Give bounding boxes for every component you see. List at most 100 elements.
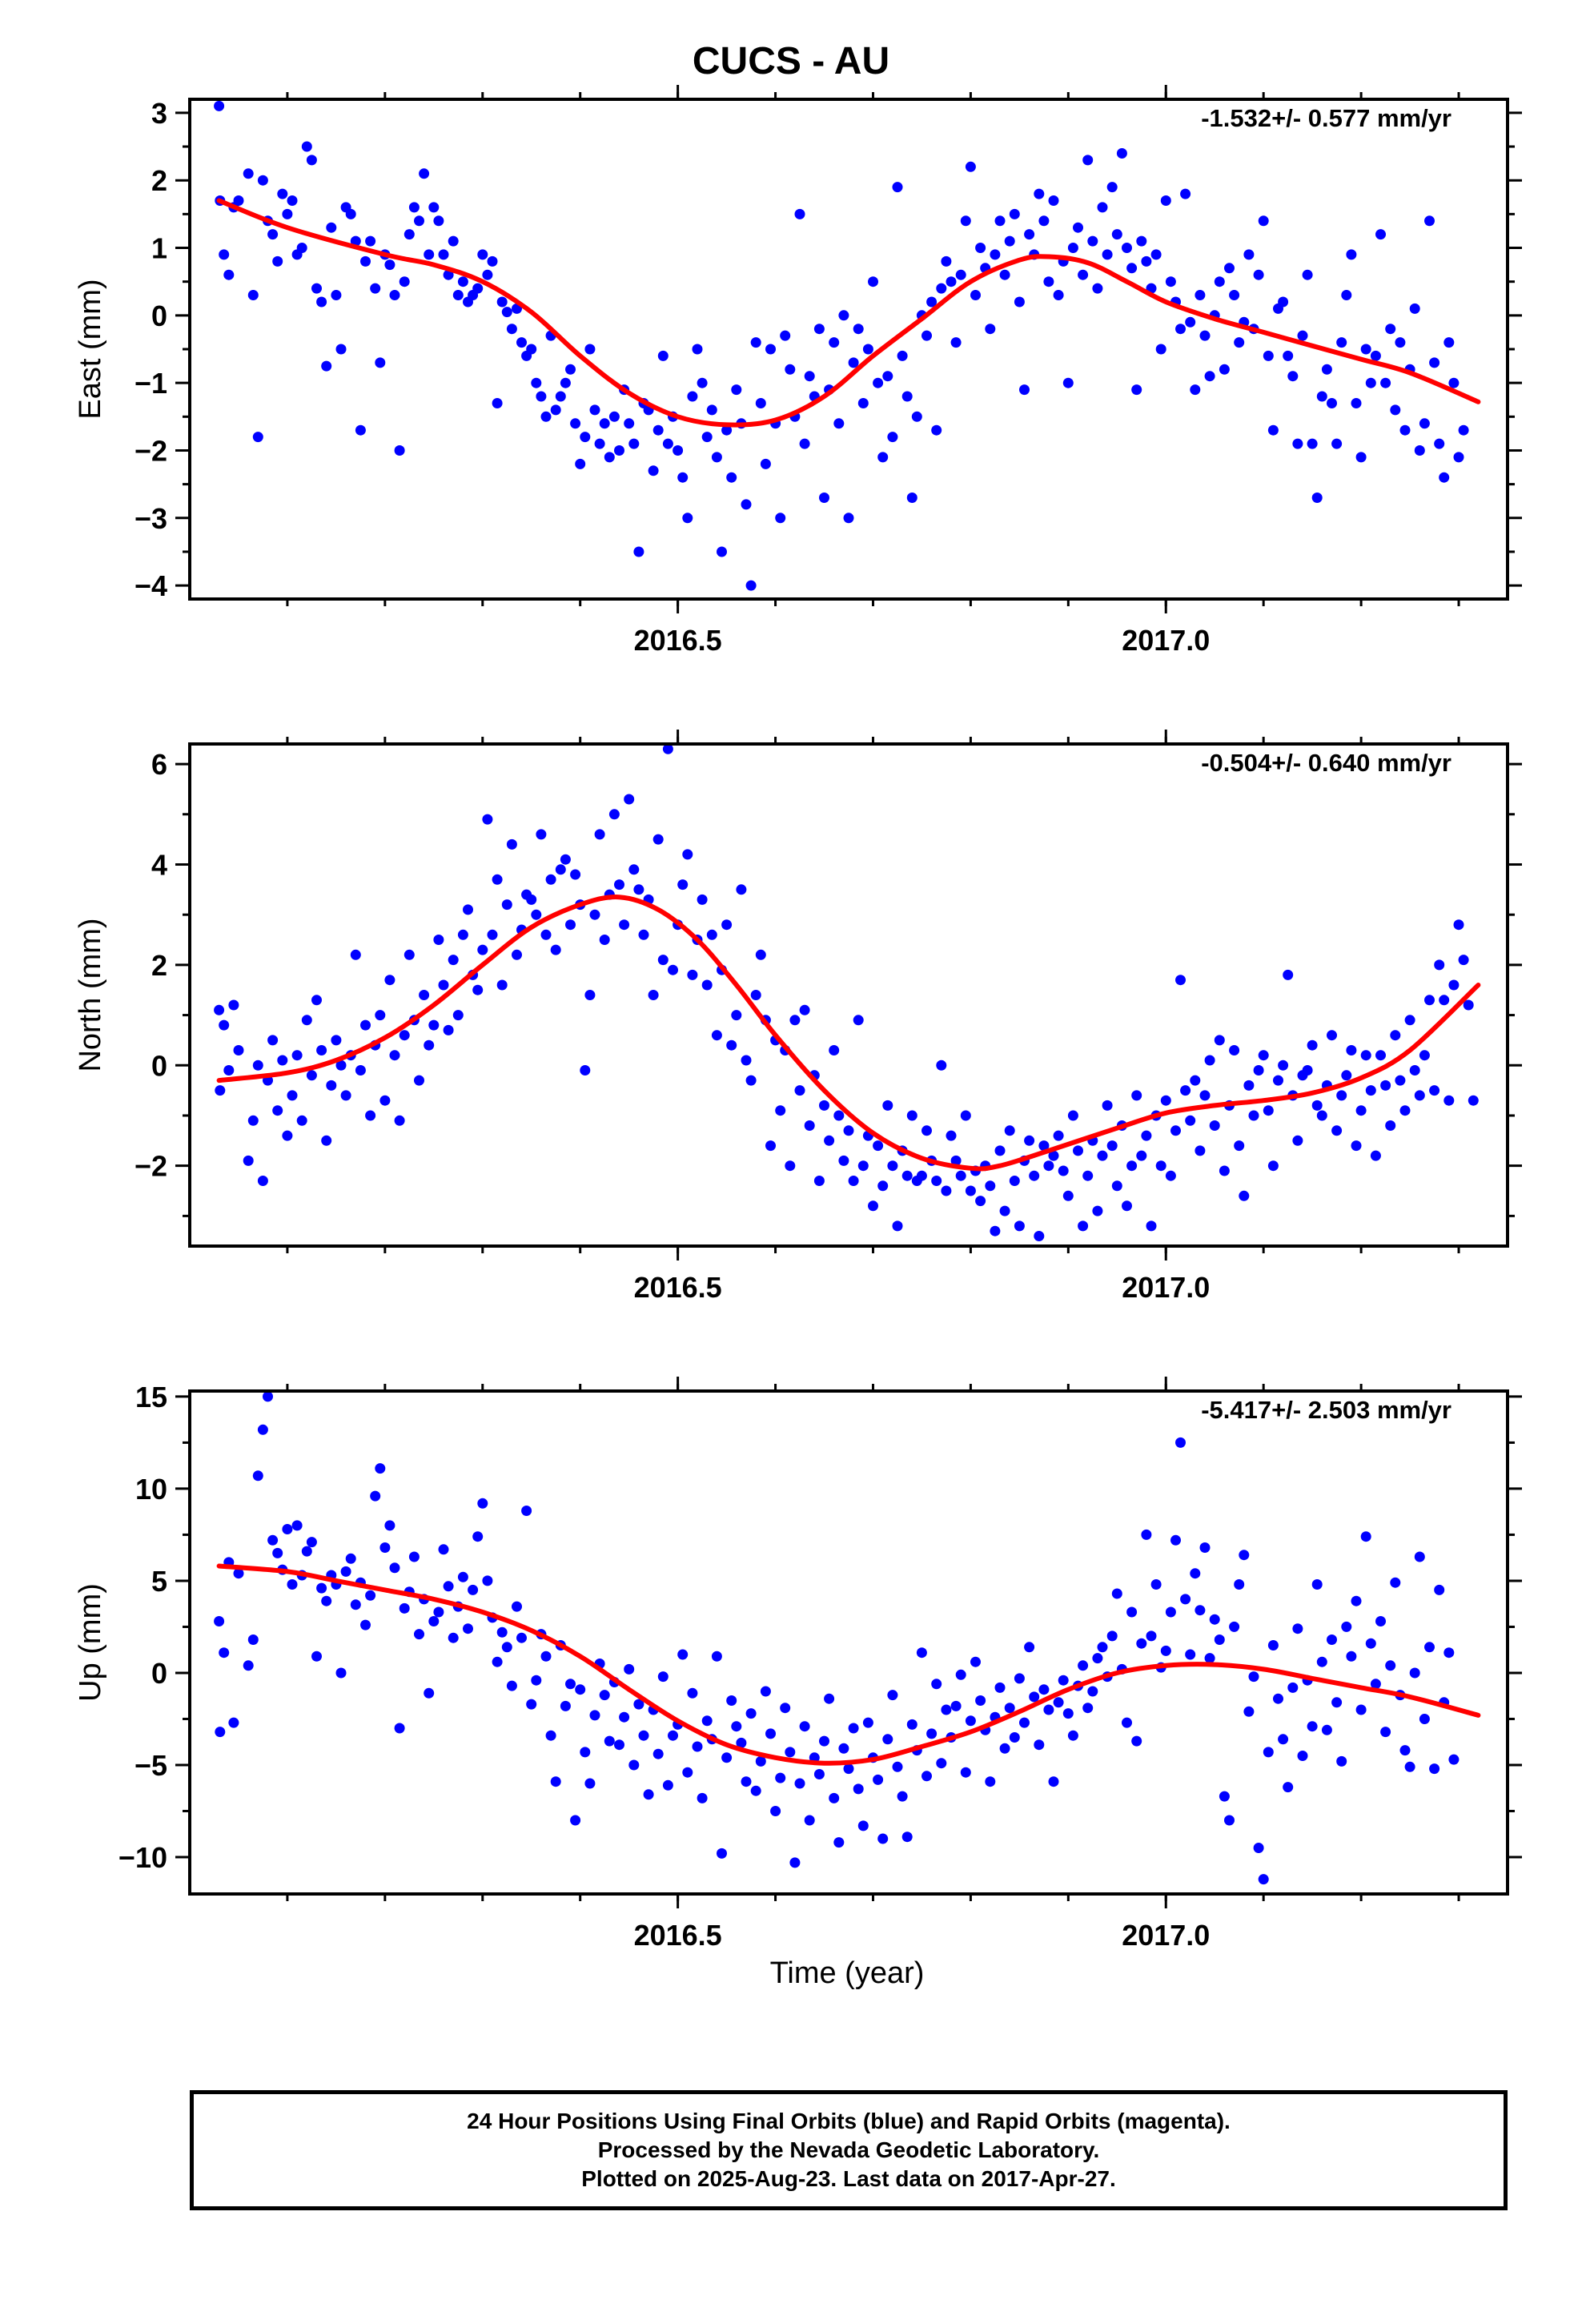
data-point xyxy=(1453,919,1464,931)
data-point xyxy=(1087,235,1098,247)
data-point xyxy=(1375,229,1386,240)
data-point xyxy=(975,1695,986,1706)
data-point xyxy=(760,1686,771,1697)
data-point xyxy=(1219,1165,1230,1176)
data-point xyxy=(1024,1642,1035,1653)
x-tick-label: 2017.0 xyxy=(1122,1271,1210,1304)
data-point xyxy=(321,1135,332,1146)
panel-2: 2016.5 2017.0 −2 0 2 4 6 North (mm) -0.504+/- 0.… xyxy=(74,730,1522,1304)
data-point xyxy=(662,1779,673,1791)
data-point xyxy=(1092,1653,1103,1664)
data-point xyxy=(1199,1090,1211,1101)
data-point xyxy=(931,1679,942,1690)
data-point xyxy=(1464,0,1474,6)
data-point xyxy=(1424,1642,1435,1653)
data-point xyxy=(906,493,917,503)
data-point xyxy=(575,1684,586,1695)
data-point xyxy=(1424,215,1435,227)
data-point xyxy=(438,979,449,991)
data-point xyxy=(355,1065,366,1076)
data-point xyxy=(955,269,966,280)
data-point xyxy=(1155,344,1166,355)
data-point xyxy=(1385,1660,1396,1671)
data-point xyxy=(496,1626,508,1638)
data-point xyxy=(580,1065,591,1076)
data-point xyxy=(516,1632,527,1643)
data-point xyxy=(975,243,986,253)
y-tick-label: 4 xyxy=(151,848,167,881)
data-point xyxy=(370,283,381,294)
data-point xyxy=(1185,316,1196,328)
data-point xyxy=(1175,1437,1186,1448)
data-point xyxy=(799,1721,810,1732)
data-point xyxy=(1390,1030,1401,1041)
data-point xyxy=(804,1120,815,1131)
data-point xyxy=(936,283,947,294)
data-point xyxy=(252,432,263,443)
data-point xyxy=(555,391,566,402)
data-point xyxy=(950,1155,962,1166)
data-point xyxy=(785,1160,796,1172)
data-point xyxy=(594,829,605,840)
data-point xyxy=(565,919,576,931)
data-point xyxy=(906,1719,917,1730)
data-point xyxy=(316,1045,327,1055)
data-point xyxy=(1331,1697,1343,1708)
y-tick-label: 0 xyxy=(151,300,167,332)
y-axis-label: North (mm) xyxy=(74,918,107,1072)
data-point xyxy=(745,1708,757,1719)
data-point xyxy=(375,1010,386,1021)
data-point xyxy=(1229,1045,1240,1055)
data-point xyxy=(1399,1105,1411,1116)
data-point xyxy=(819,1735,829,1747)
data-point xyxy=(1307,1721,1318,1732)
footer-line-1: 24 Hour Positions Using Final Orbits (bl… xyxy=(467,2109,1231,2133)
data-point xyxy=(770,1806,781,1816)
data-point xyxy=(1341,1070,1352,1081)
data-point xyxy=(780,1703,791,1714)
data-point xyxy=(882,371,893,382)
data-point xyxy=(560,854,571,865)
data-point xyxy=(316,296,327,308)
data-point xyxy=(706,929,717,940)
data-point xyxy=(1009,208,1020,219)
data-point xyxy=(1199,1542,1211,1553)
data-point xyxy=(277,1055,288,1066)
data-point xyxy=(970,1656,981,1667)
data-point xyxy=(1365,1085,1376,1096)
x-tick-label: 2016.5 xyxy=(634,1919,722,1952)
data-point xyxy=(1409,1065,1420,1076)
data-point xyxy=(1414,1551,1425,1562)
data-point xyxy=(1234,337,1245,348)
data-point xyxy=(252,1470,263,1482)
data-point xyxy=(1253,1843,1264,1853)
data-point xyxy=(999,1743,1010,1754)
data-point xyxy=(501,307,512,318)
data-point xyxy=(443,1024,454,1035)
data-point xyxy=(711,1030,722,1041)
data-point xyxy=(857,398,869,408)
data-point xyxy=(452,290,464,300)
data-point xyxy=(580,432,591,443)
data-point xyxy=(1165,1170,1176,1181)
data-point xyxy=(1219,364,1230,375)
plot-frame xyxy=(188,1389,1509,1896)
data-point xyxy=(1341,1621,1352,1632)
data-point xyxy=(414,215,424,227)
data-point xyxy=(1346,249,1357,260)
data-point xyxy=(916,1647,927,1659)
data-point xyxy=(1043,1160,1054,1172)
data-point xyxy=(1311,1579,1323,1590)
data-point xyxy=(838,1743,849,1754)
data-point xyxy=(848,1176,859,1186)
data-point xyxy=(931,424,942,436)
data-point xyxy=(999,1205,1010,1216)
data-point xyxy=(599,418,610,429)
panel-1: 2016.5 2017.0 −4 −3 −2 −1 0 1 2 3 East (mm) -1.532+… xyxy=(74,85,1522,657)
data-point xyxy=(384,1520,396,1531)
data-point xyxy=(492,1656,503,1667)
data-point xyxy=(472,1531,484,1542)
data-point xyxy=(589,404,600,416)
panel-3-data xyxy=(214,0,1481,1885)
data-point xyxy=(1263,350,1274,361)
